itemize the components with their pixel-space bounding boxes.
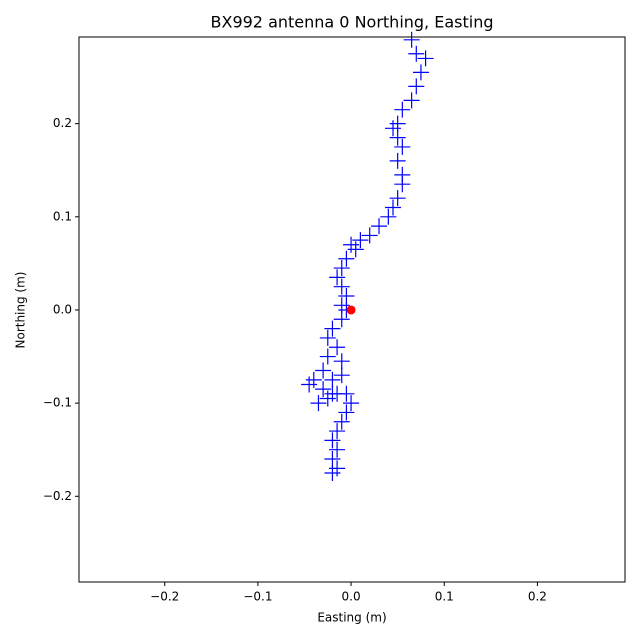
x-tick-label: −0.1 [243, 590, 272, 604]
point [324, 385, 341, 402]
y-axis-label: Northing (m) [14, 272, 28, 349]
point [333, 311, 350, 328]
point [389, 129, 406, 146]
point [394, 176, 411, 193]
point [408, 45, 425, 62]
point [380, 208, 397, 225]
point [324, 465, 341, 481]
point [324, 432, 341, 449]
point [389, 190, 406, 207]
point [319, 390, 336, 407]
point [338, 250, 355, 267]
point [329, 269, 346, 286]
point [343, 395, 360, 412]
point [333, 278, 350, 295]
point [329, 339, 346, 356]
point [333, 260, 350, 277]
point [338, 287, 355, 304]
point [412, 64, 429, 81]
y-tick-label: 0.1 [53, 209, 72, 223]
point [384, 199, 401, 216]
x-tick-label: 0.0 [342, 590, 361, 604]
point [343, 236, 360, 253]
point [384, 120, 401, 137]
point [310, 395, 327, 412]
x-tick-label: −0.2 [150, 590, 179, 604]
point [329, 441, 346, 458]
plot-frame [78, 36, 626, 583]
point [394, 138, 411, 155]
point [319, 329, 336, 346]
point [389, 115, 406, 132]
point [338, 404, 355, 421]
y-tick-label: 0.0 [53, 302, 72, 316]
point [338, 385, 355, 402]
point [324, 320, 341, 337]
y-tick-label: −0.1 [43, 396, 72, 410]
point [333, 353, 350, 370]
point [324, 451, 341, 468]
point [333, 367, 350, 384]
point [329, 460, 346, 477]
point [346, 305, 356, 315]
point [394, 101, 411, 118]
point [333, 297, 350, 314]
point [324, 371, 341, 388]
point [301, 376, 318, 393]
point [417, 50, 434, 67]
point [403, 31, 420, 48]
y-tick-label: −0.2 [43, 489, 72, 503]
point [403, 92, 420, 109]
point [347, 241, 364, 258]
point [319, 348, 336, 365]
point [408, 78, 425, 95]
point [305, 371, 322, 388]
point [352, 232, 369, 249]
y-tick-label: 0.2 [53, 116, 72, 130]
point [315, 362, 332, 379]
point [361, 227, 378, 244]
point [315, 381, 332, 398]
x-tick-label: 0.2 [528, 590, 547, 604]
chart-title: BX992 antenna 0 Northing, Easting [211, 13, 494, 32]
point [389, 152, 406, 169]
x-axis-label: Easting (m) [317, 611, 386, 625]
point [333, 413, 350, 430]
point [371, 218, 388, 235]
x-tick-label: 0.1 [435, 590, 454, 604]
point [329, 423, 346, 440]
